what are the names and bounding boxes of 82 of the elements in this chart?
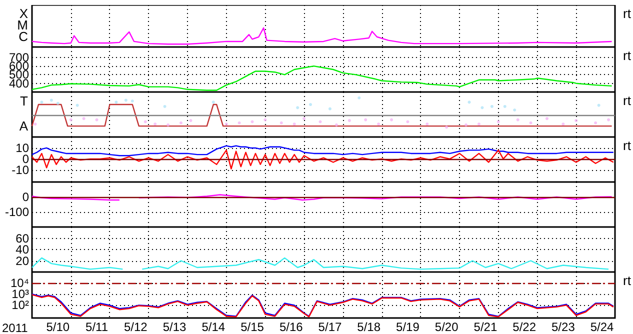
point (292, 122, 296, 126)
x-tick-label: 5/11 (86, 320, 108, 334)
text: rt (623, 138, 632, 153)
point (464, 123, 468, 126)
line-series (31, 145, 614, 156)
point (95, 118, 98, 122)
x-tick-label: 5/17 (318, 320, 342, 334)
line-series (31, 150, 614, 170)
point (594, 121, 598, 124)
point (309, 103, 312, 106)
point (212, 100, 215, 104)
point (50, 98, 53, 102)
x-tick-label: 5/16 (279, 320, 304, 334)
point (516, 118, 520, 122)
text: T (20, 94, 28, 108)
point (296, 106, 300, 110)
point (224, 122, 228, 126)
point (76, 104, 79, 107)
point (377, 122, 380, 126)
point (480, 106, 484, 110)
point (503, 104, 506, 108)
y-tick-label: 0 (22, 190, 30, 204)
point (34, 122, 37, 126)
point (302, 117, 306, 120)
point (124, 98, 128, 102)
point (163, 104, 166, 108)
point (513, 108, 516, 112)
point (358, 96, 361, 100)
text: rt (623, 273, 632, 288)
x-tick-label: 5/20 (434, 320, 459, 334)
point (114, 100, 118, 104)
point (390, 118, 394, 122)
point (490, 104, 494, 108)
text: rt (623, 48, 632, 63)
point (426, 122, 429, 126)
point (179, 121, 182, 124)
point (574, 119, 578, 122)
point (496, 120, 500, 124)
x-tick-label: 5/18 (357, 320, 381, 334)
x-tick-label: 5/21 (474, 320, 498, 334)
point (238, 121, 241, 124)
x-tick-label: 5/14 (202, 320, 226, 334)
x-tick-label: 5/24 (590, 320, 614, 334)
x-tick-label: 5/10 (46, 320, 70, 334)
point (264, 118, 267, 122)
point (328, 107, 332, 110)
point (166, 123, 170, 126)
point (130, 100, 134, 102)
point (334, 123, 338, 126)
x-tick-label: 5/12 (124, 320, 148, 334)
x-tick-label: 5/22 (512, 320, 536, 334)
point (154, 122, 157, 126)
point (445, 126, 448, 129)
x-tick-label: 5/15 (240, 320, 264, 334)
point (607, 118, 610, 122)
y-tick-label: 20 (16, 254, 30, 268)
point (364, 118, 368, 122)
point (529, 121, 532, 124)
x-tick-label: 5/13 (162, 320, 187, 334)
point (40, 100, 44, 104)
point (562, 122, 565, 126)
point (406, 120, 410, 124)
point (318, 120, 322, 124)
point (82, 117, 86, 120)
point (250, 120, 254, 124)
point (280, 121, 283, 124)
y-tick-label: 40 (16, 242, 30, 256)
y-tick-label: -100 (4, 205, 30, 219)
x-axis-title: 2011 (2, 321, 28, 334)
point (545, 117, 548, 120)
point (56, 102, 60, 105)
point (477, 122, 480, 126)
y-tick-label: 60 (16, 231, 30, 246)
point (189, 119, 192, 122)
x-tick-label: 5/23 (552, 320, 576, 334)
text: rt (623, 93, 632, 108)
x-tick-label: 5/19 (396, 320, 420, 334)
point (597, 104, 600, 107)
text: A (19, 118, 28, 134)
line-series (31, 65, 612, 91)
point (348, 119, 351, 122)
text: rt (623, 6, 632, 21)
